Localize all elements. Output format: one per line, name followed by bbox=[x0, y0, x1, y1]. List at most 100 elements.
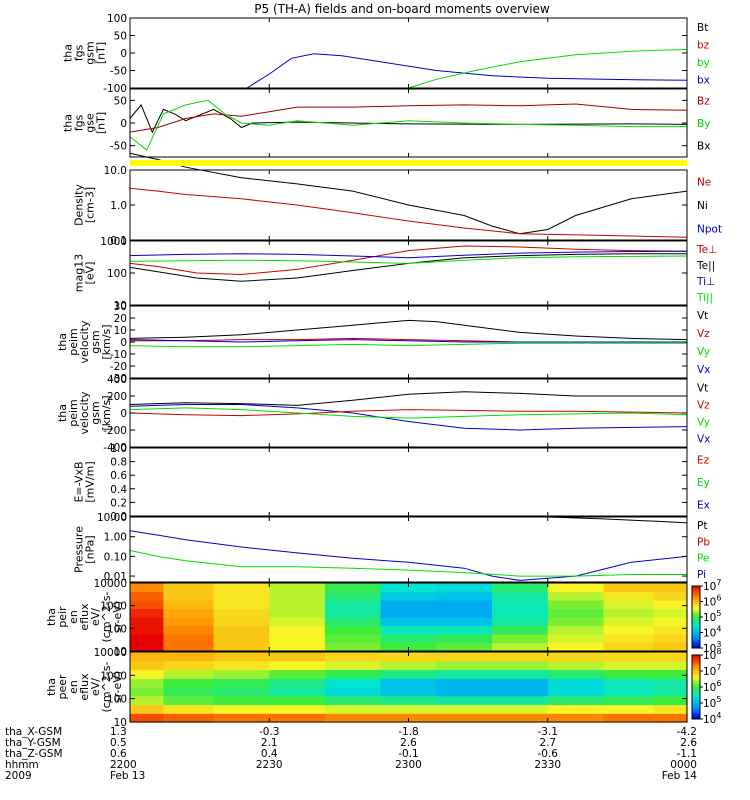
y-axis-label: velocity bbox=[78, 320, 91, 363]
y-tick-label: 0.4 bbox=[110, 484, 127, 496]
legend-entry: Npot bbox=[697, 223, 722, 235]
y-axis-label: tha bbox=[45, 608, 58, 626]
spectrogram-cell bbox=[130, 704, 164, 714]
ephemeris-value: -0.1 bbox=[398, 748, 419, 760]
y-tick-label: 400 bbox=[107, 374, 127, 386]
spectrogram-cell bbox=[324, 591, 382, 601]
y-axis-label: [km/s] bbox=[100, 395, 113, 430]
spectrogram-cell bbox=[324, 695, 382, 706]
colorbar-step bbox=[692, 665, 700, 669]
y-axis-label: peim bbox=[67, 328, 80, 356]
y-axis-label: [mV/m] bbox=[84, 461, 97, 502]
spectrogram-cell bbox=[603, 687, 655, 697]
spectrogram-cell bbox=[130, 642, 164, 652]
colorbar-exponent: 3 bbox=[716, 640, 721, 649]
spectrogram-cell bbox=[547, 625, 605, 635]
series-Te|| bbox=[129, 253, 687, 282]
colorbar-step bbox=[692, 673, 700, 677]
legend-entry: Vz bbox=[697, 328, 710, 340]
y-tick-label: 100 bbox=[107, 268, 127, 280]
spectrogram-cell bbox=[213, 600, 270, 610]
colorbar-step bbox=[692, 593, 700, 597]
y-axis-label: [eV] bbox=[84, 262, 97, 285]
legend-entry: Ez bbox=[697, 454, 710, 466]
spectrogram-cell bbox=[547, 687, 605, 697]
ephemeris-value: -0.6 bbox=[538, 748, 559, 760]
spectrogram-cell bbox=[324, 713, 382, 723]
spectrogram-cell bbox=[130, 583, 164, 593]
spectrogram-cell bbox=[130, 625, 164, 635]
y-axis-label: peir bbox=[56, 606, 69, 628]
y-tick-label: -10 bbox=[110, 349, 127, 361]
y-axis-label: tha bbox=[56, 333, 69, 351]
y-axis-label: gsm bbox=[89, 330, 102, 353]
spectrogram-cell bbox=[269, 634, 326, 644]
spectrogram-cell bbox=[163, 678, 215, 688]
ephemeris-value: 0.5 bbox=[110, 737, 127, 749]
spectrogram-cell bbox=[653, 660, 688, 671]
colorbar-step bbox=[692, 692, 700, 696]
spectrogram-cell bbox=[269, 713, 326, 723]
colorbar-step bbox=[692, 606, 700, 610]
ephemeris-value: -3.1 bbox=[538, 726, 559, 738]
y-tick-label: 1000 bbox=[100, 601, 127, 613]
y-axis-label: eflux bbox=[78, 603, 91, 631]
spectrogram-cell bbox=[213, 642, 270, 652]
spectrogram-cell bbox=[492, 687, 549, 697]
colorbar-step bbox=[692, 668, 700, 672]
spectrogram-cell bbox=[492, 600, 549, 610]
colorbar-label: 104 bbox=[703, 711, 721, 726]
y-tick-label: 0.1 bbox=[110, 235, 127, 247]
colorbar-step bbox=[692, 679, 700, 683]
colorbar-step bbox=[692, 711, 700, 715]
ephemeris-value: -0.3 bbox=[259, 726, 280, 738]
spectrogram-cell bbox=[653, 634, 688, 644]
spectrogram-cell bbox=[653, 600, 688, 610]
y-axis-label: fgs bbox=[73, 114, 86, 131]
spectrogram-cell bbox=[380, 660, 437, 671]
legend-entry: Pe bbox=[697, 553, 709, 565]
legend-entry: Bx bbox=[697, 141, 710, 153]
legend-entry: Te|| bbox=[696, 260, 715, 272]
spectrogram-cell bbox=[213, 583, 270, 593]
spectrogram-cell bbox=[436, 678, 493, 688]
series-Vx bbox=[129, 339, 687, 343]
spectrogram-cell bbox=[130, 669, 164, 679]
spectrogram-cell bbox=[603, 695, 655, 706]
colorbar-label: 105 bbox=[703, 695, 721, 710]
colorbar-step bbox=[692, 624, 700, 628]
spectrogram-cell bbox=[269, 608, 326, 618]
y-tick-label: 50 bbox=[114, 95, 127, 107]
spectrogram-cell bbox=[380, 678, 437, 688]
spectrogram-cell bbox=[269, 678, 326, 688]
legend-entry: Ex bbox=[697, 500, 710, 512]
spectrogram-cell bbox=[380, 591, 437, 601]
spectrogram-cell bbox=[380, 713, 437, 723]
spectrogram-cell bbox=[436, 642, 493, 652]
y-axis-label: [km/s] bbox=[100, 324, 113, 359]
series-Bz bbox=[129, 103, 688, 133]
legend-entry: Pt bbox=[697, 520, 707, 532]
ephemeris-value: 2.6 bbox=[680, 737, 697, 749]
y-axis-label: tha bbox=[56, 404, 69, 422]
spectrogram-cell bbox=[547, 617, 605, 627]
y-axis-label: [nT] bbox=[95, 42, 108, 64]
spectrogram-cell bbox=[213, 625, 270, 635]
y-tick-label: 0.8 bbox=[110, 457, 127, 469]
y-tick-label: 10 bbox=[114, 646, 127, 658]
spectrogram-cell bbox=[547, 600, 605, 610]
spectrogram-cell bbox=[380, 669, 437, 679]
spectrogram-cell bbox=[547, 652, 605, 662]
spectrogram-cell bbox=[492, 652, 549, 662]
panel-pressure: 10.00 1.00 0.10 0.01 Pressure[nPa] Pt Pb Pe Pi bbox=[73, 512, 711, 583]
y-tick-label: -200 bbox=[103, 425, 127, 437]
legend-entry: by bbox=[697, 57, 710, 69]
colorbar-exponent: 4 bbox=[716, 711, 721, 720]
ephemeris-value: 2230 bbox=[256, 759, 283, 771]
y-axis-label: tha bbox=[62, 114, 75, 132]
spectrogram-cell bbox=[213, 704, 270, 714]
y-tick-label: 10 bbox=[114, 717, 127, 729]
y-tick-label: 0.6 bbox=[110, 470, 127, 482]
ephemeris-value: 0.6 bbox=[110, 748, 127, 760]
colorbar-step bbox=[692, 617, 700, 621]
